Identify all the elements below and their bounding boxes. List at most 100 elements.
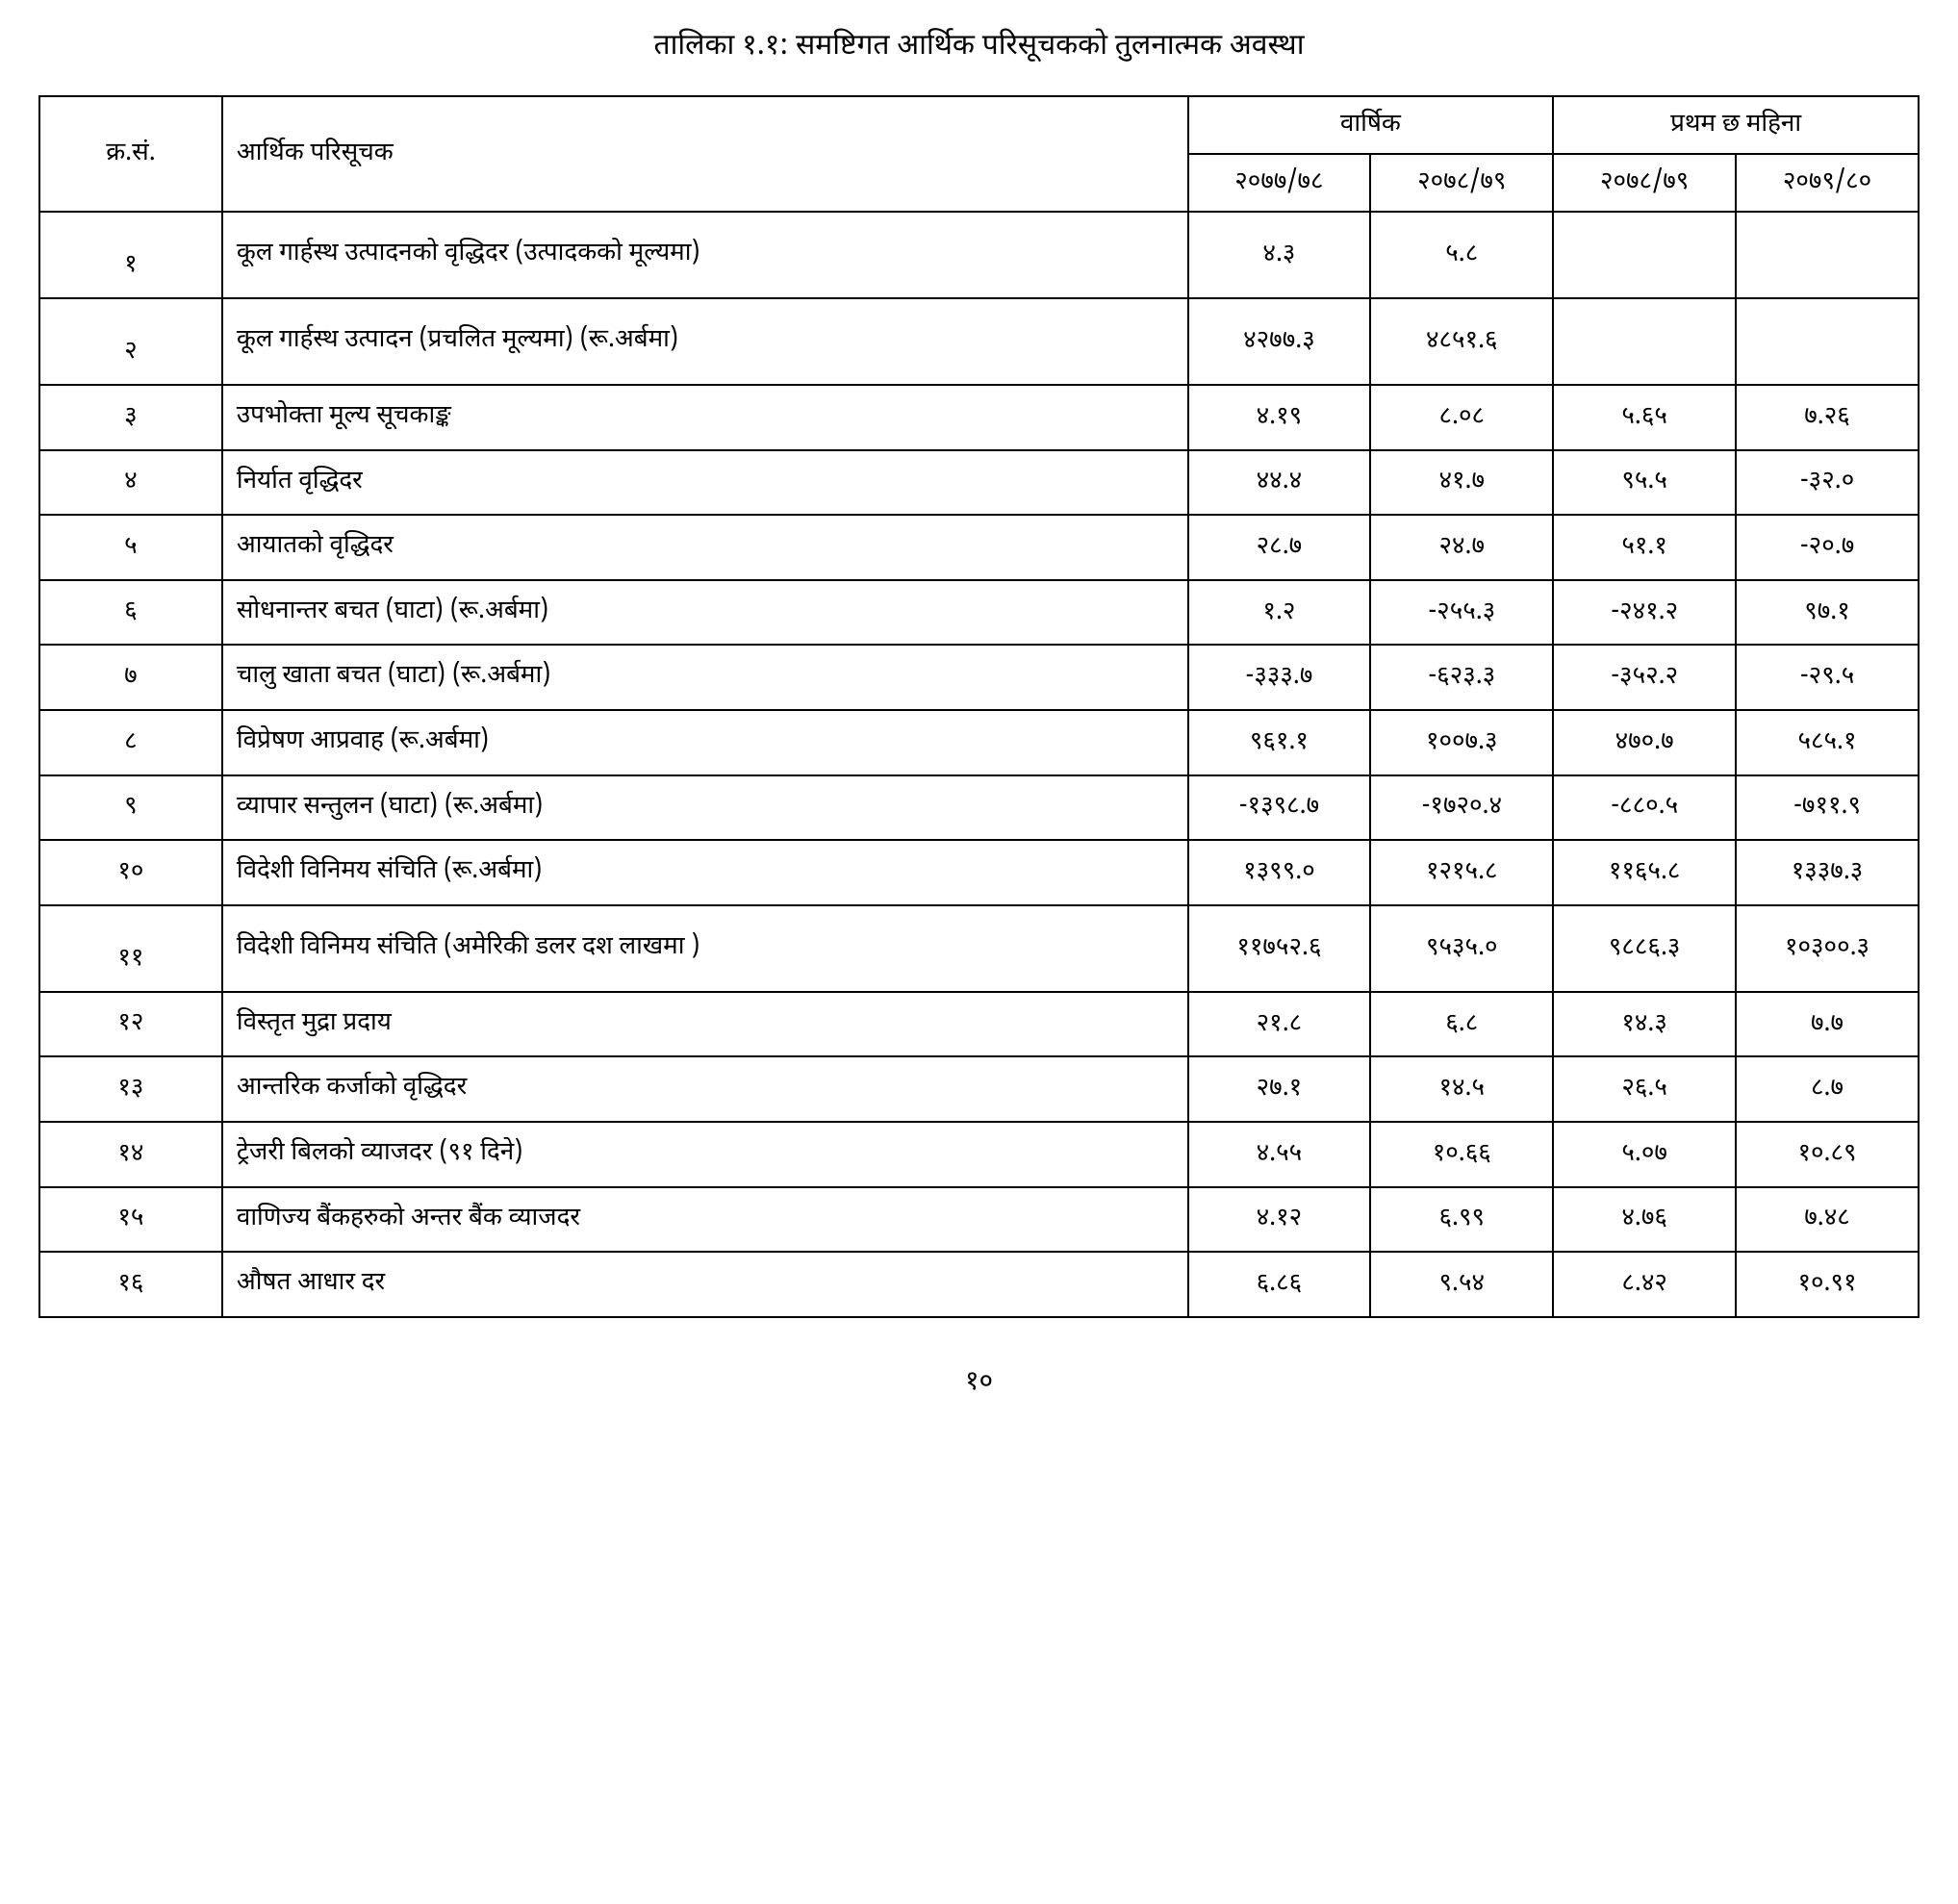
row-value: २८.७ bbox=[1188, 515, 1371, 580]
row-value: ९७.१ bbox=[1736, 580, 1919, 646]
row-sn: ११ bbox=[39, 905, 222, 992]
table-row: २कूल गार्हस्थ उत्पादन (प्रचलित मूल्यमा) … bbox=[39, 298, 1919, 385]
row-value: १०.८९ bbox=[1736, 1122, 1919, 1187]
header-halfyear: प्रथम छ महिना bbox=[1553, 96, 1919, 154]
row-sn: ६ bbox=[39, 580, 222, 646]
row-value: ९.५४ bbox=[1370, 1252, 1553, 1317]
header-year-1: २०७७/७८ bbox=[1188, 154, 1371, 212]
row-value: ५.६५ bbox=[1553, 385, 1736, 450]
row-indicator: ट्रेजरी बिलको व्याजदर (९१ दिने) bbox=[222, 1122, 1188, 1187]
row-value: -३५२.२ bbox=[1553, 645, 1736, 710]
row-value: ५.०७ bbox=[1553, 1122, 1736, 1187]
table-row: ८विप्रेषण आप्रवाह (रू.अर्बमा)९६१.११००७.३… bbox=[39, 710, 1919, 775]
row-value: ६.९९ bbox=[1370, 1187, 1553, 1253]
row-value: १०.९१ bbox=[1736, 1252, 1919, 1317]
row-value: ५.८ bbox=[1370, 212, 1553, 298]
row-value: -२५५.३ bbox=[1370, 580, 1553, 646]
row-value: ७.२६ bbox=[1736, 385, 1919, 450]
table-row: ६सोधनान्तर बचत (घाटा) (रू.अर्बमा)१.२-२५५… bbox=[39, 580, 1919, 646]
row-value: ८.७ bbox=[1736, 1056, 1919, 1122]
row-indicator: कूल गार्हस्थ उत्पादन (प्रचलित मूल्यमा) (… bbox=[222, 298, 1188, 385]
table-row: ३उपभोक्ता मूल्य सूचकाङ्क४.१९८.०८५.६५७.२६ bbox=[39, 385, 1919, 450]
row-value: ९५३५.० bbox=[1370, 905, 1553, 992]
row-value: ६.८ bbox=[1370, 992, 1553, 1057]
row-indicator: आयातको वृद्धिदर bbox=[222, 515, 1188, 580]
header-indicator: आर्थिक परिसूचक bbox=[222, 96, 1188, 212]
indicators-table: क्र.सं. आर्थिक परिसूचक वार्षिक प्रथम छ म… bbox=[38, 95, 1920, 1318]
row-sn: ५ bbox=[39, 515, 222, 580]
row-indicator: उपभोक्ता मूल्य सूचकाङ्क bbox=[222, 385, 1188, 450]
row-value: २४.७ bbox=[1370, 515, 1553, 580]
row-value: १४.३ bbox=[1553, 992, 1736, 1057]
row-indicator: व्यापार सन्तुलन (घाटा) (रू.अर्बमा) bbox=[222, 775, 1188, 841]
row-indicator: विदेशी विनिमय संचिति (रू.अर्बमा) bbox=[222, 840, 1188, 905]
row-sn: ४ bbox=[39, 450, 222, 516]
table-row: ५आयातको वृद्धिदर२८.७२४.७५१.१-२०.७ bbox=[39, 515, 1919, 580]
row-indicator: कूल गार्हस्थ उत्पादनको वृद्धिदर (उत्पादक… bbox=[222, 212, 1188, 298]
header-annual: वार्षिक bbox=[1188, 96, 1554, 154]
row-value: ८.०८ bbox=[1370, 385, 1553, 450]
row-value: ४.१२ bbox=[1188, 1187, 1371, 1253]
row-sn: १० bbox=[39, 840, 222, 905]
table-title: तालिका १.१: समष्टिगत आर्थिक परिसूचकको तु… bbox=[38, 29, 1920, 66]
header-year-4: २०७९/८० bbox=[1736, 154, 1919, 212]
row-indicator: विप्रेषण आप्रवाह (रू.अर्बमा) bbox=[222, 710, 1188, 775]
row-indicator: निर्यात वृद्धिदर bbox=[222, 450, 1188, 516]
row-value: ११७५२.६ bbox=[1188, 905, 1371, 992]
row-value: -३३३.७ bbox=[1188, 645, 1371, 710]
row-value: १४.५ bbox=[1370, 1056, 1553, 1122]
row-value: ४४.४ bbox=[1188, 450, 1371, 516]
row-sn: १४ bbox=[39, 1122, 222, 1187]
row-value: २७.१ bbox=[1188, 1056, 1371, 1122]
row-value: ९६१.१ bbox=[1188, 710, 1371, 775]
table-row: १६औषत आधार दर६.८६९.५४८.४२१०.९१ bbox=[39, 1252, 1919, 1317]
row-sn: १ bbox=[39, 212, 222, 298]
row-value: ५८५.१ bbox=[1736, 710, 1919, 775]
row-indicator: आन्तरिक कर्जाको वृद्धिदर bbox=[222, 1056, 1188, 1122]
row-indicator: औषत आधार दर bbox=[222, 1252, 1188, 1317]
row-value: ४८५१.६ bbox=[1370, 298, 1553, 385]
row-value: २१.८ bbox=[1188, 992, 1371, 1057]
row-value: १३९९.० bbox=[1188, 840, 1371, 905]
row-value: ४२७७.३ bbox=[1188, 298, 1371, 385]
row-sn: १५ bbox=[39, 1187, 222, 1253]
table-row: १०विदेशी विनिमय संचिति (रू.अर्बमा)१३९९.०… bbox=[39, 840, 1919, 905]
row-value: -२९.५ bbox=[1736, 645, 1919, 710]
table-row: १४ट्रेजरी बिलको व्याजदर (९१ दिने)४.५५१०.… bbox=[39, 1122, 1919, 1187]
row-value: १०.६६ bbox=[1370, 1122, 1553, 1187]
table-body: १कूल गार्हस्थ उत्पादनको वृद्धिदर (उत्पाद… bbox=[39, 212, 1919, 1317]
row-value: ४१.७ bbox=[1370, 450, 1553, 516]
table-row: ४निर्यात वृद्धिदर४४.४४१.७९५.५-३२.० bbox=[39, 450, 1919, 516]
row-value: ४७०.७ bbox=[1553, 710, 1736, 775]
row-sn: ३ bbox=[39, 385, 222, 450]
table-row: ११विदेशी विनिमय संचिति (अमेरिकी डलर दश ल… bbox=[39, 905, 1919, 992]
row-value: ६.८६ bbox=[1188, 1252, 1371, 1317]
row-value: ४.३ bbox=[1188, 212, 1371, 298]
row-value bbox=[1736, 212, 1919, 298]
row-indicator: विदेशी विनिमय संचिति (अमेरिकी डलर दश लाख… bbox=[222, 905, 1188, 992]
row-value: ५१.१ bbox=[1553, 515, 1736, 580]
table-row: १२विस्तृत मुद्रा प्रदाय२१.८६.८१४.३७.७ bbox=[39, 992, 1919, 1057]
row-value: -३२.० bbox=[1736, 450, 1919, 516]
row-value: ८.४२ bbox=[1553, 1252, 1736, 1317]
row-indicator: चालु खाता बचत (घाटा) (रू.अर्बमा) bbox=[222, 645, 1188, 710]
row-value bbox=[1553, 298, 1736, 385]
row-value: ४.७६ bbox=[1553, 1187, 1736, 1253]
row-value: -८८०.५ bbox=[1553, 775, 1736, 841]
table-row: १५वाणिज्य बैंकहरुको अन्तर बैंक व्याजदर४.… bbox=[39, 1187, 1919, 1253]
row-value: -१७२०.४ bbox=[1370, 775, 1553, 841]
row-value: -१३९८.७ bbox=[1188, 775, 1371, 841]
row-sn: १२ bbox=[39, 992, 222, 1057]
page-number: १० bbox=[38, 1366, 1920, 1401]
row-sn: २ bbox=[39, 298, 222, 385]
row-sn: १३ bbox=[39, 1056, 222, 1122]
row-value: ४.१९ bbox=[1188, 385, 1371, 450]
header-year-2: २०७८/७९ bbox=[1370, 154, 1553, 212]
row-value: ९५.५ bbox=[1553, 450, 1736, 516]
row-value: ७.४८ bbox=[1736, 1187, 1919, 1253]
row-sn: १६ bbox=[39, 1252, 222, 1317]
row-indicator: वाणिज्य बैंकहरुको अन्तर बैंक व्याजदर bbox=[222, 1187, 1188, 1253]
row-value: ९८८६.३ bbox=[1553, 905, 1736, 992]
row-value: ११६५.८ bbox=[1553, 840, 1736, 905]
table-row: १३आन्तरिक कर्जाको वृद्धिदर२७.११४.५२६.५८.… bbox=[39, 1056, 1919, 1122]
